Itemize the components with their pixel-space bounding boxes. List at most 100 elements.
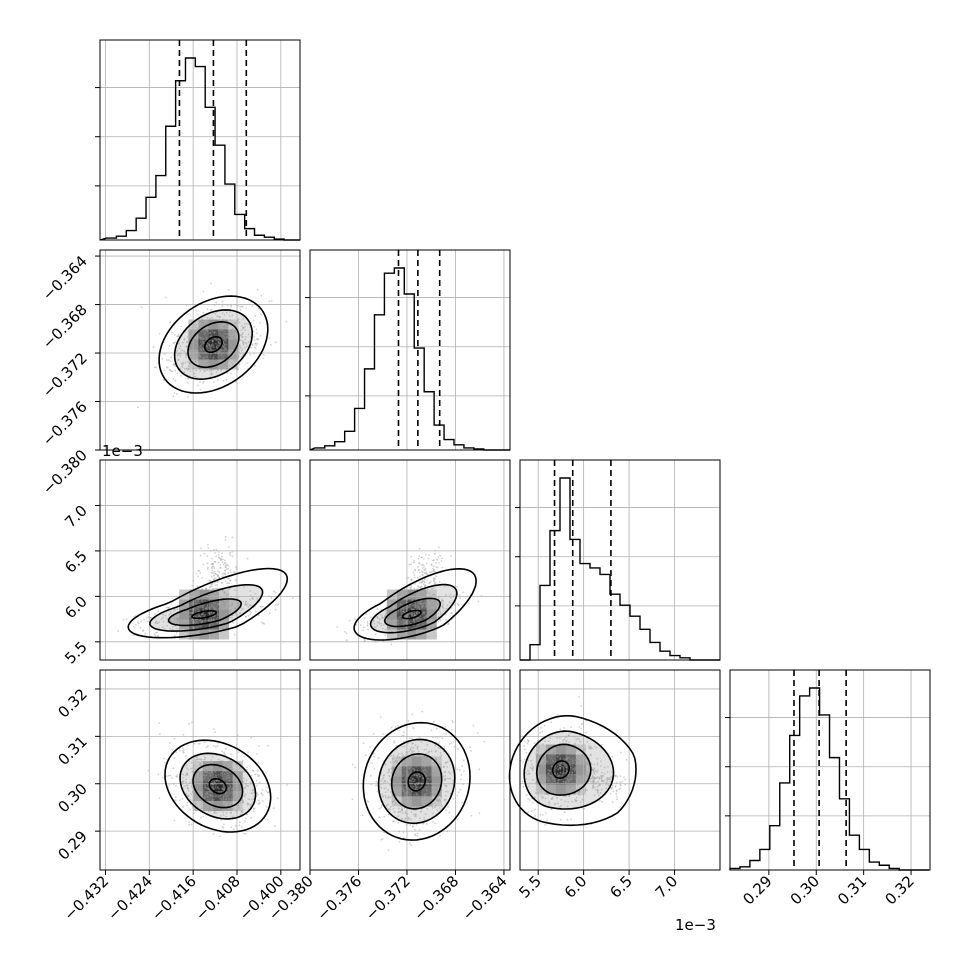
panel-0-1-point — [239, 306, 242, 308]
panel-2-3-point — [606, 780, 609, 783]
panel-0-1-density-pixel — [228, 339, 239, 350]
panel-0-3-point — [214, 787, 217, 789]
panel-1-3-point — [451, 719, 454, 722]
panel-0-3-point — [189, 808, 191, 811]
panel-1-2-point — [387, 627, 390, 629]
panel-0-3-point — [225, 770, 228, 772]
panel-1-3-point — [403, 790, 405, 793]
panel-0-3-point — [187, 794, 190, 797]
panel-2-3-point — [600, 777, 603, 779]
panel-0-1-point — [241, 348, 244, 351]
panel-0-3-point — [205, 768, 207, 771]
panel-1-3-point — [397, 811, 400, 813]
panel-0-1-point — [167, 359, 170, 361]
panel-1-2-point — [431, 616, 433, 619]
panel-2-3-point — [570, 784, 573, 787]
panel-0-1-point — [202, 347, 205, 350]
panel-2-3-point — [547, 786, 549, 789]
panel-1-2-point — [425, 603, 427, 606]
panel-1-3-point — [433, 762, 436, 764]
panel-0-1-point — [203, 316, 206, 318]
panel-0-1-point — [232, 336, 234, 338]
panel-0-1-point — [220, 349, 222, 352]
panel-2-3-point — [568, 763, 571, 766]
panel-2-3-point — [560, 818, 562, 821]
panel-0-2-point — [225, 612, 228, 615]
panel-1-3-point — [422, 770, 425, 772]
panel-0-3-point — [257, 761, 260, 764]
panel-0-1-point — [193, 354, 195, 356]
panel-0-2-point — [219, 567, 222, 569]
panel-0-3-point — [222, 811, 225, 814]
panel-0-1-point — [244, 341, 247, 344]
panel-0-2-point — [186, 623, 189, 625]
panel-0-1-point — [244, 338, 247, 341]
panel-0-2-point — [207, 628, 209, 631]
panel-0-3-point — [199, 789, 202, 792]
panel-0-3-point — [225, 770, 227, 773]
panel-0-2-point — [211, 557, 213, 560]
panel-1-3-point — [429, 796, 432, 799]
xtick-label-0-3: −0.408 — [192, 872, 244, 924]
panel-0-1-point — [250, 321, 253, 324]
panel-2-3-point — [583, 779, 586, 782]
panel-0-3-point — [197, 777, 200, 780]
panel-0-2-point — [135, 624, 137, 626]
panel-0-2-point — [250, 611, 253, 614]
panel-0-3-point — [181, 780, 184, 783]
panel-2-3-point — [571, 762, 574, 765]
panel-1-3-point — [394, 726, 397, 728]
panel-1-3-point — [400, 794, 402, 797]
panel-0-2-point — [201, 612, 204, 615]
panel-1-2-point — [421, 581, 423, 584]
panel-1-3-point — [396, 775, 399, 778]
panel-0-1-point — [224, 327, 226, 330]
panel-0-3-point — [175, 775, 178, 778]
panel-1-2-point — [403, 628, 405, 631]
panel-0-1-point — [181, 364, 184, 367]
panel-0-3-point — [196, 756, 199, 759]
panel-0-1-point — [238, 344, 241, 346]
panel-1-3-point — [419, 759, 422, 761]
panel-1-3-point — [380, 804, 383, 807]
panel-0-1-point — [215, 371, 218, 374]
panel-0-2-point — [224, 603, 226, 605]
panel-0-2-point — [137, 622, 140, 625]
panel-0-3-point — [212, 795, 215, 798]
panel-0-1-point — [166, 366, 168, 369]
panel-2-3-point — [601, 800, 603, 803]
panel-0-2-point — [225, 564, 227, 566]
panel-0-2-point — [214, 572, 216, 575]
panel-0-1-point — [184, 361, 187, 364]
panel-0-1-point — [211, 339, 214, 342]
panel-0-1-point — [200, 337, 202, 340]
panel-0-1-point — [242, 326, 245, 329]
panel-1-3-point — [407, 742, 409, 744]
panel-0-2-point — [203, 604, 206, 607]
panel-1-2-point — [421, 593, 424, 596]
panel-0-1-density-pixel — [208, 339, 219, 350]
panel-0-3-point — [222, 827, 225, 829]
panel-1-3-point — [401, 808, 403, 811]
panel-0-3-point — [213, 768, 216, 771]
panel-1-3-point — [389, 761, 392, 764]
panel-0-3-point — [242, 755, 245, 758]
panel-1-3-point — [443, 765, 445, 768]
panel-0-1-point — [185, 305, 188, 307]
panel-2-3-point — [574, 774, 577, 776]
panel-2-3-point — [593, 767, 596, 770]
panel-0-2-point — [222, 601, 225, 604]
panel-1-2-point — [394, 605, 397, 607]
panel-2-3-point — [567, 780, 570, 783]
panel-0-1-point — [239, 334, 242, 337]
panel-0-2-point — [198, 606, 200, 608]
panel-0-2-point — [217, 603, 219, 605]
panel-0-3-point — [222, 795, 225, 798]
panel-1-3-point — [404, 778, 407, 781]
panel-0-2-point — [222, 614, 224, 617]
panel-1-3-point — [433, 777, 435, 779]
panel-1-2-point — [424, 606, 427, 608]
panel-0-1-point — [217, 338, 220, 341]
panel-1-2-density-pixel — [396, 629, 407, 640]
panel-1-2-point — [395, 613, 397, 616]
